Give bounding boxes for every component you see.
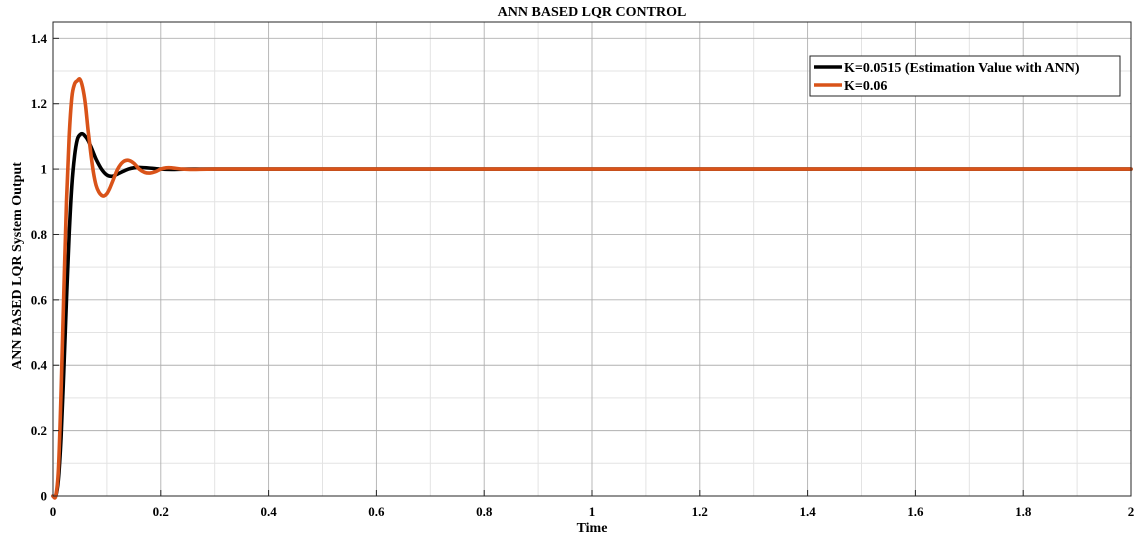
legend-label: K=0.06 (844, 79, 887, 94)
x-tick-labels: 0 0.2 0.4 0.6 0.8 1 1.2 1.4 1.6 1.8 2 (50, 504, 1135, 519)
y-tick-label: 0.8 (31, 227, 48, 242)
series-line-k-0-06 (51, 77, 1133, 500)
x-tick-label: 1.2 (692, 504, 708, 519)
x-tick-label: 0.2 (153, 504, 169, 519)
legend-entry-k-0-0515: K=0.0515 (Estimation Value with ANN) (814, 61, 1080, 76)
chart-title: ANN BASED LQR CONTROL (498, 5, 687, 20)
legend-label: K=0.0515 (Estimation Value with ANN) (844, 61, 1080, 76)
x-tick-label: 0.4 (260, 504, 277, 519)
y-tick-labels: 0 0.2 0.4 0.6 0.8 1 1.2 1.4 (31, 31, 48, 504)
y-axis-title: ANN BASED LQR System Output (10, 162, 25, 370)
x-tick-label: 2 (1128, 504, 1135, 519)
major-grid (52, 22, 1132, 497)
x-tick-label: 0 (50, 504, 57, 519)
x-axis-title: Time (577, 521, 608, 536)
y-tick-label: 1 (41, 162, 48, 177)
legend-box (809, 55, 1121, 97)
y-tick-label: 1.2 (31, 96, 47, 111)
y-tick-label: 0.2 (31, 423, 47, 438)
legend: K=0.0515 (Estimation Value with ANN) K=0.… (809, 55, 1121, 97)
series-layer (51, 77, 1133, 500)
y-tick-label: 1.4 (31, 31, 48, 46)
y-tick-label: 0.4 (31, 358, 48, 373)
x-tick-label: 1.8 (1015, 504, 1032, 519)
legend-entry-k-0-06: K=0.06 (814, 79, 887, 94)
ticks-layer (52, 37, 1132, 497)
y-tick-label: 0.6 (31, 292, 48, 307)
x-tick-label: 1.4 (799, 504, 816, 519)
y-tick-label: 0 (41, 489, 48, 504)
x-tick-label: 1 (589, 504, 596, 519)
x-tick-label: 0.8 (476, 504, 493, 519)
x-tick-label: 0.6 (368, 504, 385, 519)
x-tick-label: 1.6 (907, 504, 924, 519)
